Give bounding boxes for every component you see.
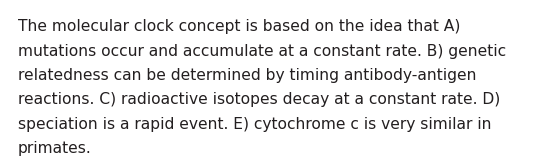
Text: mutations occur and accumulate at a constant rate. B) genetic: mutations occur and accumulate at a cons… [18, 44, 506, 59]
Text: speciation is a rapid event. E) cytochrome c is very similar in: speciation is a rapid event. E) cytochro… [18, 117, 492, 132]
Text: reactions. C) radioactive isotopes decay at a constant rate. D): reactions. C) radioactive isotopes decay… [18, 92, 501, 107]
Text: The molecular clock concept is based on the idea that A): The molecular clock concept is based on … [18, 19, 460, 34]
Text: relatedness can be determined by timing antibody-antigen: relatedness can be determined by timing … [18, 68, 477, 83]
Text: primates.: primates. [18, 141, 92, 156]
